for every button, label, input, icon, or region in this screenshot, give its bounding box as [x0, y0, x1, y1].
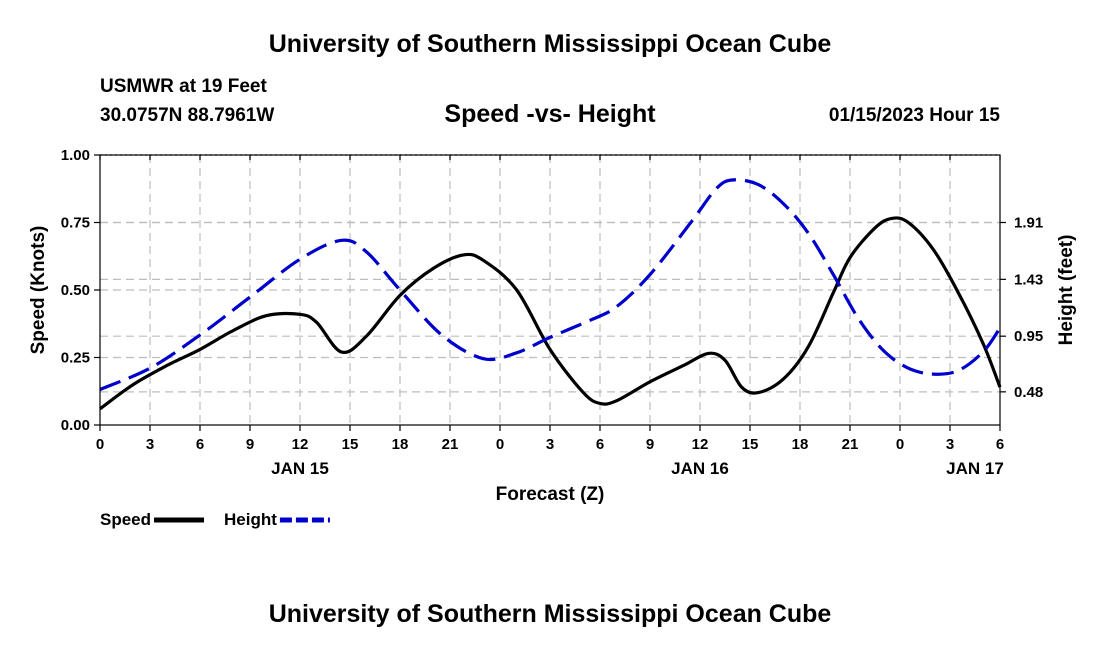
x-tick-label: 3	[546, 436, 554, 453]
x-tick-label: 0	[96, 436, 104, 453]
x-axis-label: Forecast (Z)	[496, 484, 605, 505]
x-tick-label: 21	[442, 436, 459, 453]
x-tick-label: 3	[946, 436, 954, 453]
y-tick-label: 0.00	[61, 417, 90, 434]
y2-axis-ticks: 0.48 0.95 1.43 1.91	[1000, 215, 1043, 401]
day-label: JAN 16	[671, 459, 729, 478]
legend-label-speed: Speed	[100, 510, 151, 529]
x-tick-label: 9	[646, 436, 654, 453]
x-tick-label: 12	[292, 436, 309, 453]
x-tick-label: 15	[342, 436, 359, 453]
x-tick-label: 0	[896, 436, 904, 453]
y-tick-label: 0.50	[61, 282, 90, 299]
legend: Speed Height	[100, 510, 330, 529]
y-tick-label: 0.25	[61, 350, 90, 367]
x-tick-label: 12	[692, 436, 709, 453]
grid-lines	[100, 154, 1000, 425]
x-tick-label: 0	[496, 436, 504, 453]
plot-frame	[99, 154, 1001, 426]
day-label: JAN 17	[946, 459, 1004, 478]
series-line-speed	[99, 216, 1002, 411]
chart-title: University of Southern Mississippi Ocean…	[268, 30, 832, 58]
x-tick-label: 6	[596, 436, 604, 453]
y-axis-label: Speed (Knots)	[28, 226, 49, 355]
x-tick-label: 9	[246, 436, 254, 453]
x-tick-label: 18	[792, 436, 809, 453]
legend-label-height: Height	[224, 510, 277, 529]
station-label: USMWR at 19 Feet	[100, 76, 267, 97]
coordinates-label: 30.0757N 88.7961W	[100, 105, 275, 126]
chart-subtitle: Speed -vs- Height	[444, 100, 656, 128]
data-series	[99, 178, 1002, 411]
forecast-datetime: 01/15/2023 Hour 15	[828, 105, 1000, 126]
x-tick-label: 6	[996, 436, 1004, 453]
x-tick-label: 15	[742, 436, 759, 453]
y2-tick-label: 1.43	[1014, 271, 1043, 288]
y2-tick-label: 1.91	[1014, 215, 1043, 232]
y-tick-label: 1.00	[61, 147, 90, 164]
series-line-height	[99, 178, 1002, 391]
x-tick-label: 3	[146, 436, 154, 453]
footer-title: University of Southern Mississippi Ocean…	[268, 600, 832, 628]
y2-tick-label: 0.48	[1014, 384, 1043, 401]
day-label: JAN 15	[271, 459, 329, 478]
y2-axis-label: Height (feet)	[1056, 235, 1077, 346]
y-axis-ticks: 0.00 0.25 0.50 0.75 1.00	[61, 147, 100, 434]
x-tick-label: 21	[842, 436, 859, 453]
y2-tick-label: 0.95	[1014, 328, 1043, 345]
x-tick-label: 18	[392, 436, 409, 453]
x-tick-label: 6	[196, 436, 204, 453]
y-tick-label: 0.75	[61, 215, 90, 232]
x-axis-ticks: 0 3 6 9 12 15 18 21 0 3 6 9 12 15 18 21 0 3 6 JAN 15 JAN 16 J…	[96, 155, 1004, 478]
